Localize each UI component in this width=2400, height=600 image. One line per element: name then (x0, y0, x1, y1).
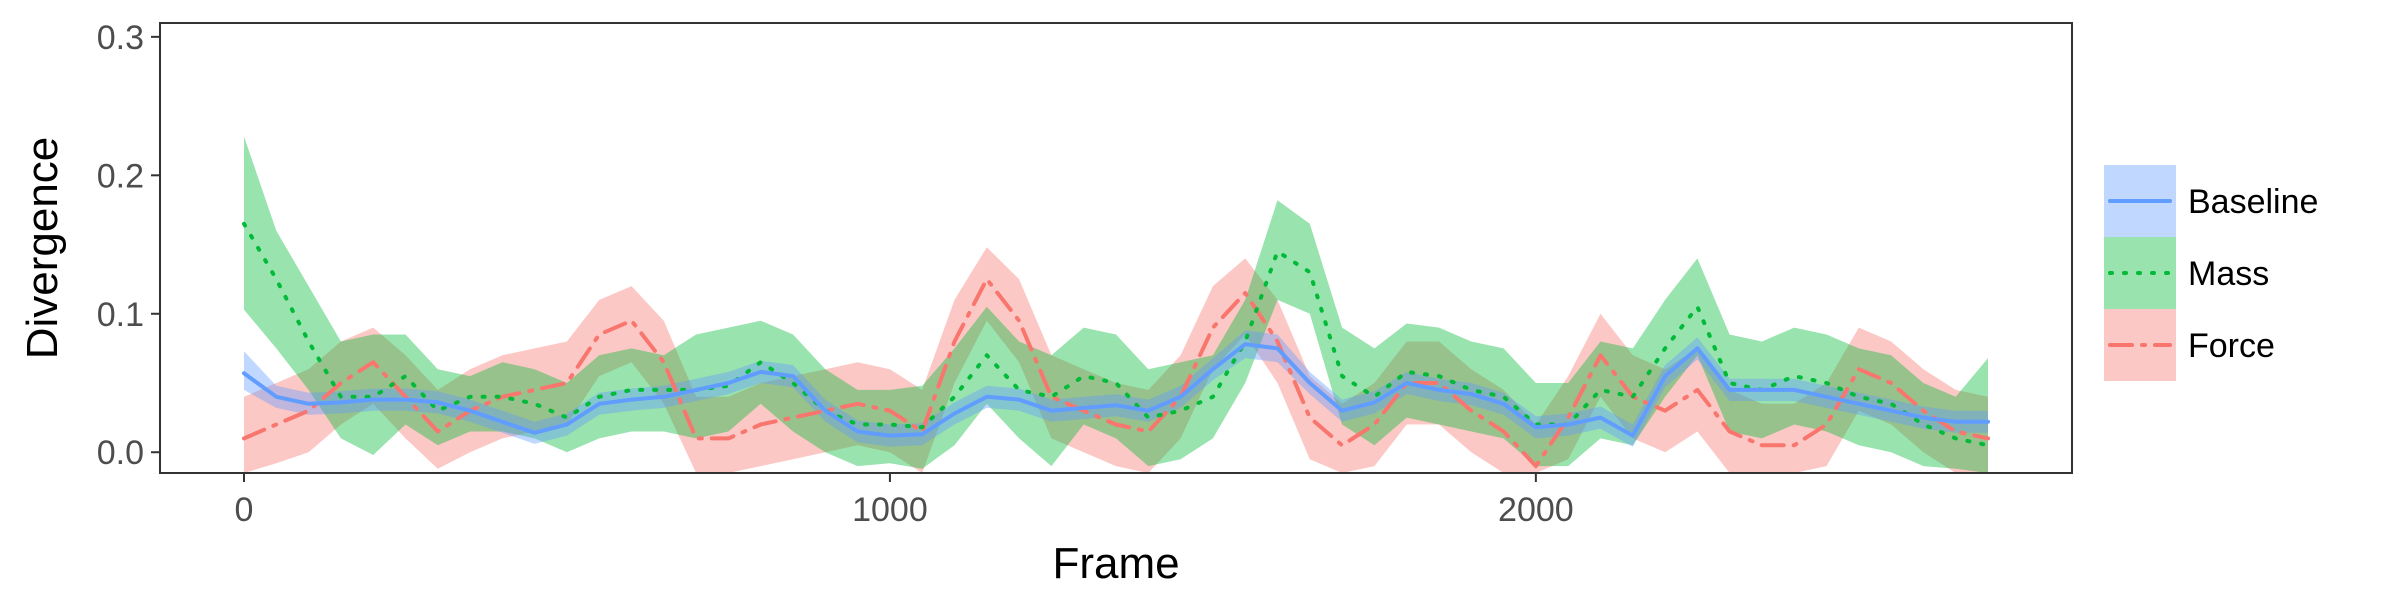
legend-label: Baseline (2188, 183, 2318, 221)
y-axis-title: Divergence (18, 137, 67, 360)
x-tick-label: 1000 (852, 491, 928, 529)
series-lines (242, 221, 1990, 469)
band-mass (244, 136, 1988, 473)
legend: Baseline Mass Force (2104, 165, 2318, 381)
x-axis-title: Frame (1052, 539, 1179, 588)
x-tick-label: 2000 (1498, 491, 1574, 529)
line-force (242, 277, 1990, 469)
y-tick-label: 0.1 (97, 296, 144, 334)
band-force (244, 247, 1988, 473)
y-tick-label: 0.3 (97, 19, 144, 57)
band-baseline (244, 330, 1988, 447)
y-tick-label: 0.0 (97, 434, 144, 472)
line-mass (242, 221, 1990, 448)
legend-item-mass: Mass (2104, 237, 2269, 309)
legend-item-force: Force (2104, 309, 2275, 381)
axes: 0.0 0.1 0.2 0.3 0 1000 2000 Frame Divergence (18, 19, 1574, 588)
legend-item-baseline: Baseline (2104, 165, 2318, 237)
x-tick-label: 0 (235, 491, 254, 529)
plot-panel-border (159, 22, 2073, 474)
y-tick-label: 0.2 (97, 157, 144, 195)
legend-label: Force (2188, 327, 2275, 365)
legend-label: Mass (2188, 255, 2269, 293)
confidence-bands (244, 136, 1988, 473)
line-baseline (242, 342, 1990, 438)
